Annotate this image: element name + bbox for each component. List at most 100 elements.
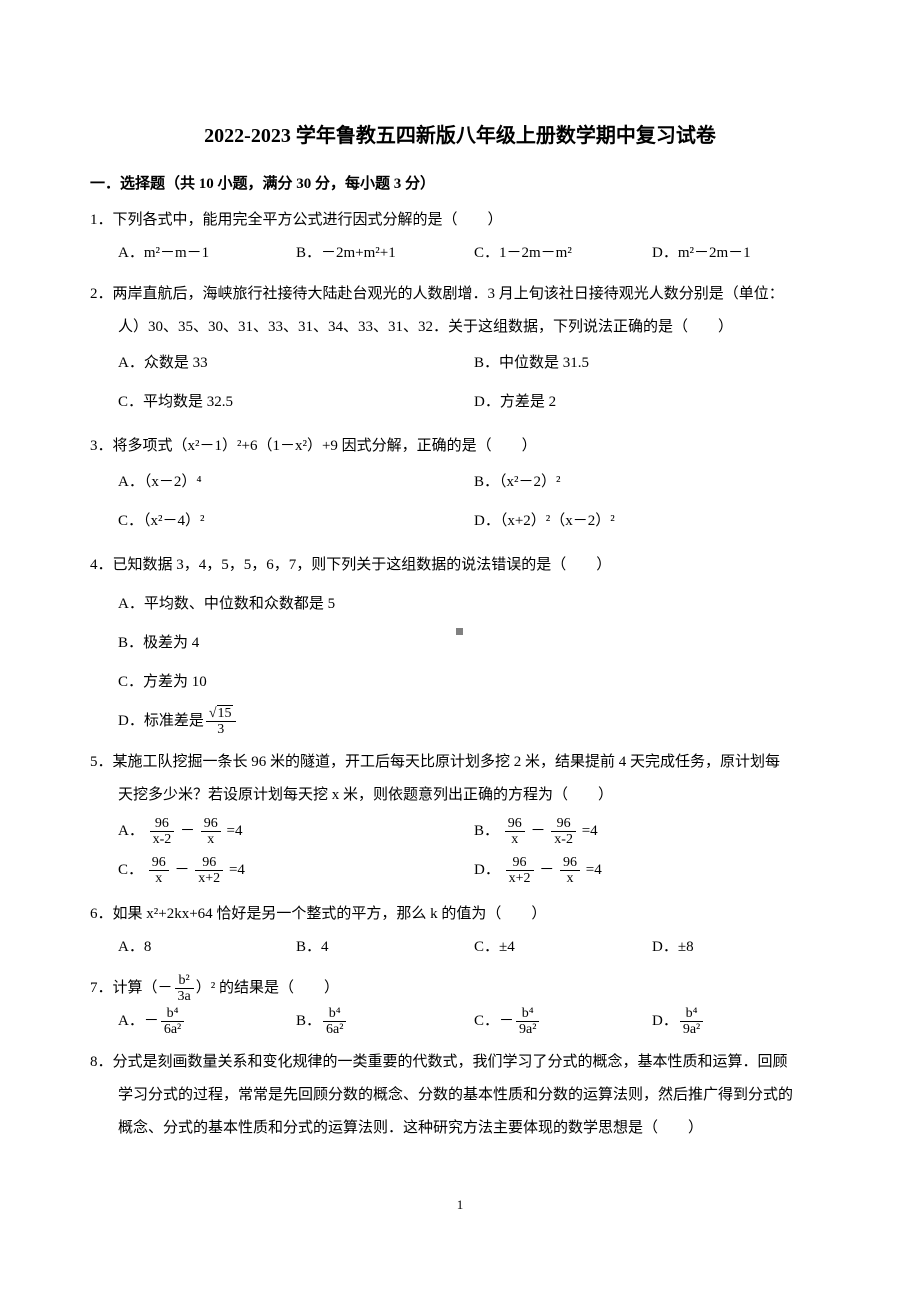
- question-5: 5．某施工队挖掘一条长 96 米的隧道，开工后每天比原计划多挖 2 米，结果提前…: [90, 746, 830, 890]
- option-c: C．方差为 10: [90, 666, 830, 699]
- minus: －: [531, 823, 546, 839]
- question-text-line3: 概念、分式的基本性质和分式的运算法则．这种研究方法主要体现的数学思想是（ ）: [90, 1112, 830, 1145]
- fraction: √153: [206, 706, 236, 738]
- question-2: 2．两岸直航后，海峡旅行社接待大陆赴台观光的人数剧增．3 月上旬该社日接待观光人…: [90, 278, 830, 422]
- question-text-line2: 天挖多少米？若设原计划每天挖 x 米，则依题意列出正确的方程为（ ）: [90, 779, 830, 812]
- denominator: 3a: [175, 989, 194, 1004]
- numerator: b⁴: [680, 1006, 703, 1022]
- numerator: 96: [149, 855, 169, 871]
- denominator: x-2: [150, 832, 175, 847]
- fraction: 96x: [505, 816, 525, 848]
- question-text: 4．已知数据 3，4，5，5，6，7，则下列关于这组数据的说法错误的是（ ）: [90, 549, 830, 582]
- option-d: D．（x+2）²（x－2）²: [474, 505, 830, 538]
- options: A．m²－m－1 B．－2m+m²+1 C．1－2m－m² D．m²－2m－1: [90, 237, 830, 270]
- question-text-line1: 2．两岸直航后，海峡旅行社接待大陆赴台观光的人数剧增．3 月上旬该社日接待观光人…: [90, 278, 830, 311]
- minus: －: [539, 862, 554, 878]
- denominator: x-2: [551, 832, 576, 847]
- numerator: 96: [201, 816, 221, 832]
- equals: =4: [227, 823, 243, 839]
- numerator: 96: [506, 855, 534, 871]
- fraction: b⁴9a²: [516, 1006, 539, 1038]
- equals: =4: [229, 862, 245, 878]
- option-a: A．8: [118, 931, 296, 964]
- option-a: A． 96x-2 － 96x =4: [118, 815, 474, 848]
- minus: －: [180, 823, 195, 839]
- exam-page: 2022-2023 学年鲁教五四新版八年级上册数学期中复习试卷 一．选择题（共 …: [0, 0, 920, 1276]
- options: A．（x－2）⁴ B．（x²－2）² C．（x²－4）² D．（x+2）²（x－…: [90, 463, 830, 541]
- option-a: A．（x－2）⁴: [118, 466, 474, 499]
- question-7: 7．计算（－b²3a）² 的结果是（ ） A．－b⁴6a² B．b⁴6a² C．…: [90, 972, 830, 1038]
- numerator: b⁴: [161, 1006, 184, 1022]
- numerator: 96: [560, 855, 580, 871]
- denominator: 9a²: [680, 1022, 703, 1037]
- overlay-dot-icon: [456, 628, 463, 635]
- label: D．: [652, 1013, 678, 1029]
- denominator: 3: [206, 722, 236, 737]
- option-b: B． 96x － 96x-2 =4: [474, 815, 830, 848]
- numerator: 96: [150, 816, 175, 832]
- equals: =4: [582, 823, 598, 839]
- option-d: D．m²－2m－1: [652, 237, 830, 270]
- numerator: b⁴: [323, 1006, 346, 1022]
- denominator: 9a²: [516, 1022, 539, 1037]
- denominator: x: [505, 832, 525, 847]
- options: A．－b⁴6a² B．b⁴6a² C．－b⁴9a² D．b⁴9a²: [90, 1005, 830, 1038]
- fraction: 96x: [201, 816, 221, 848]
- label: A．: [118, 823, 144, 839]
- denominator: x: [560, 871, 580, 886]
- denominator: 6a²: [161, 1022, 184, 1037]
- option-a: A．－b⁴6a²: [118, 1005, 296, 1038]
- question-text: 7．计算（－b²3a）² 的结果是（ ）: [90, 972, 830, 1005]
- equals: =4: [586, 862, 602, 878]
- option-d: D．±8: [652, 931, 830, 964]
- option-b: B．－2m+m²+1: [296, 237, 474, 270]
- denominator: 6a²: [323, 1022, 346, 1037]
- text-suffix: ）² 的结果是（ ）: [196, 980, 339, 996]
- option-c: C．平均数是 32.5: [118, 386, 474, 419]
- option-a: A．m²－m－1: [118, 237, 296, 270]
- option-c: C．±4: [474, 931, 652, 964]
- label: C．－: [474, 1013, 514, 1029]
- fraction: 96x+2: [195, 855, 223, 887]
- label: C．: [118, 862, 143, 878]
- question-text: 6．如果 x²+2kx+64 恰好是另一个整式的平方，那么 k 的值为（ ）: [90, 898, 830, 931]
- denominator: x+2: [506, 871, 534, 886]
- page-number: 1: [90, 1195, 830, 1216]
- option-d: D．标准差是√153: [90, 705, 830, 738]
- numerator: 96: [551, 816, 576, 832]
- section-header: 一．选择题（共 10 小题，满分 30 分，每小题 3 分）: [90, 172, 830, 196]
- question-text-line2: 人）30、35、30、31、33、31、34、33、31、32．关于这组数据，下…: [90, 311, 830, 344]
- fraction: b⁴6a²: [161, 1006, 184, 1038]
- question-text: 1．下列各式中，能用完全平方公式进行因式分解的是（ ）: [90, 204, 830, 237]
- option-d: D． 96x+2 － 96x =4: [474, 854, 830, 887]
- label: A．－: [118, 1013, 159, 1029]
- denominator: x: [201, 832, 221, 847]
- option-c: C．－b⁴9a²: [474, 1005, 652, 1038]
- options: A．众数是 33 B．中位数是 31.5 C．平均数是 32.5 D．方差是 2: [90, 344, 830, 422]
- options: A．平均数、中位数和众数都是 5 B．极差为 4 C．方差为 10 D．标准差是…: [90, 588, 830, 738]
- question-1: 1．下列各式中，能用完全平方公式进行因式分解的是（ ） A．m²－m－1 B．－…: [90, 204, 830, 270]
- numerator: b²: [175, 973, 194, 989]
- option-c: C．1－2m－m²: [474, 237, 652, 270]
- options: A．8 B．4 C．±4 D．±8: [90, 931, 830, 964]
- label: B．: [474, 823, 499, 839]
- fraction: b²3a: [175, 973, 194, 1005]
- option-c: C． 96x － 96x+2 =4: [118, 854, 474, 887]
- option-d-prefix: D．标准差是: [118, 713, 204, 729]
- fraction: 96x-2: [150, 816, 175, 848]
- question-4: 4．已知数据 3，4，5，5，6，7，则下列关于这组数据的说法错误的是（ ） A…: [90, 549, 830, 738]
- question-6: 6．如果 x²+2kx+64 恰好是另一个整式的平方，那么 k 的值为（ ） A…: [90, 898, 830, 964]
- numerator: √15: [206, 706, 236, 722]
- exam-title: 2022-2023 学年鲁教五四新版八年级上册数学期中复习试卷: [90, 120, 830, 152]
- options: A． 96x-2 － 96x =4 B． 96x － 96x-2 =4 C． 9…: [90, 812, 830, 890]
- option-d: D．方差是 2: [474, 386, 830, 419]
- fraction: b⁴6a²: [323, 1006, 346, 1038]
- fraction: 96x-2: [551, 816, 576, 848]
- option-b: B．（x²－2）²: [474, 466, 830, 499]
- denominator: x: [149, 871, 169, 886]
- question-text-line1: 5．某施工队挖掘一条长 96 米的隧道，开工后每天比原计划多挖 2 米，结果提前…: [90, 746, 830, 779]
- fraction: 96x: [149, 855, 169, 887]
- label: B．: [296, 1013, 321, 1029]
- question-text-line2: 学习分式的过程，常常是先回顾分数的概念、分数的基本性质和分数的运算法则，然后推广…: [90, 1079, 830, 1112]
- option-c: C．（x²－4）²: [118, 505, 474, 538]
